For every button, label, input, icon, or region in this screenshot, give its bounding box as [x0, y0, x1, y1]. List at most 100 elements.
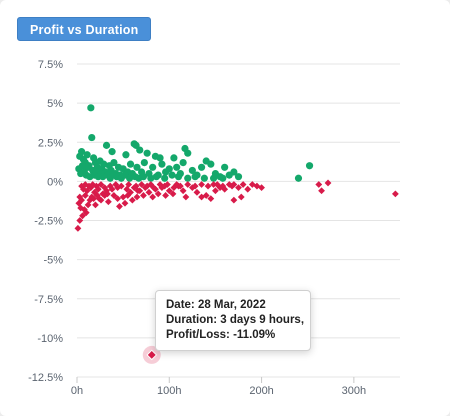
profit-point[interactable] — [188, 166, 196, 175]
loss-point[interactable] — [248, 181, 256, 188]
profit-point[interactable] — [294, 174, 303, 182]
profit-point[interactable] — [83, 151, 91, 159]
loss-point[interactable] — [97, 181, 105, 188]
loss-point[interactable] — [128, 196, 136, 204]
loss-point[interactable] — [90, 195, 98, 202]
loss-point[interactable] — [235, 184, 242, 192]
loss-point[interactable] — [198, 181, 205, 188]
loss-point[interactable] — [253, 182, 261, 190]
loss-point[interactable] — [244, 185, 252, 193]
profit-point[interactable] — [174, 173, 183, 181]
loss-point[interactable] — [133, 193, 141, 201]
profit-point[interactable] — [168, 171, 176, 179]
loss-point[interactable] — [212, 187, 219, 195]
loss-point[interactable] — [104, 198, 112, 206]
loss-point[interactable] — [228, 182, 236, 190]
profit-point[interactable] — [221, 163, 229, 171]
profit-point[interactable] — [140, 158, 148, 167]
profit-point[interactable] — [102, 141, 111, 149]
loss-point[interactable] — [94, 185, 102, 193]
profit-point[interactable] — [191, 173, 199, 181]
profit-point[interactable] — [209, 174, 218, 182]
profit-point[interactable] — [158, 160, 166, 168]
loss-point[interactable] — [204, 182, 212, 190]
loss-point[interactable] — [74, 224, 82, 232]
profit-point[interactable] — [184, 149, 192, 157]
loss-point[interactable] — [134, 187, 142, 195]
loss-point[interactable] — [145, 188, 153, 196]
loss-point[interactable] — [84, 201, 92, 209]
profit-point[interactable] — [173, 163, 181, 171]
loss-point[interactable] — [104, 190, 111, 198]
loss-point[interactable] — [79, 212, 86, 220]
profit-point[interactable] — [78, 162, 87, 170]
loss-point[interactable] — [164, 181, 171, 188]
loss-point[interactable] — [75, 199, 83, 207]
loss-point[interactable] — [318, 187, 325, 195]
profit-point[interactable] — [234, 173, 243, 181]
loss-point[interactable] — [89, 181, 97, 188]
loss-point[interactable] — [225, 181, 233, 188]
loss-point[interactable] — [87, 184, 95, 192]
loss-point[interactable] — [101, 192, 109, 199]
loss-point[interactable] — [78, 196, 86, 204]
loss-point[interactable] — [176, 182, 184, 190]
loss-point[interactable] — [121, 199, 129, 207]
loss-point[interactable] — [93, 192, 101, 199]
profit-point[interactable] — [219, 174, 227, 182]
profit-point[interactable] — [143, 149, 151, 157]
profit-point[interactable] — [207, 160, 215, 168]
loss-point[interactable] — [198, 193, 205, 201]
profit-point[interactable] — [165, 165, 173, 173]
profit-point[interactable] — [179, 158, 187, 167]
loss-point[interactable] — [88, 193, 96, 201]
loss-point[interactable] — [76, 217, 84, 224]
loss-point[interactable] — [77, 204, 85, 212]
loss-point[interactable] — [182, 193, 190, 201]
loss-point[interactable] — [239, 181, 247, 188]
loss-point[interactable] — [80, 185, 87, 193]
loss-point[interactable] — [230, 181, 238, 188]
loss-point[interactable] — [138, 181, 145, 188]
profit-point[interactable] — [149, 163, 157, 171]
loss-point[interactable] — [95, 195, 103, 202]
profit-point[interactable] — [147, 174, 155, 182]
profit-point[interactable] — [197, 163, 206, 171]
loss-point[interactable] — [165, 187, 173, 195]
loss-point[interactable] — [81, 192, 89, 199]
loss-point[interactable] — [219, 182, 227, 190]
loss-point[interactable] — [112, 181, 120, 188]
loss-point[interactable] — [154, 190, 162, 198]
loss-point[interactable] — [179, 187, 187, 195]
profit-point[interactable] — [110, 158, 118, 167]
profit-point[interactable] — [108, 148, 116, 156]
loss-point[interactable] — [140, 192, 147, 199]
loss-point[interactable] — [170, 184, 178, 192]
profit-point[interactable] — [126, 174, 134, 182]
profit-point[interactable] — [139, 173, 148, 181]
loss-point[interactable] — [162, 192, 169, 199]
profit-point[interactable] — [161, 174, 169, 182]
profit-point[interactable] — [87, 104, 95, 112]
loss-point[interactable] — [132, 182, 140, 190]
loss-point[interactable] — [191, 182, 199, 190]
profit-vs-duration-tab[interactable]: Profit vs Duration — [17, 17, 152, 41]
loss-point[interactable] — [391, 190, 399, 198]
loss-point[interactable] — [76, 193, 84, 201]
loss-point[interactable] — [169, 190, 177, 198]
loss-point[interactable] — [184, 181, 192, 188]
loss-point[interactable] — [210, 181, 217, 188]
loss-point[interactable] — [149, 193, 157, 201]
loss-point[interactable] — [110, 192, 118, 199]
loss-point[interactable] — [193, 188, 201, 196]
loss-point[interactable] — [92, 201, 99, 209]
loss-point[interactable] — [106, 182, 114, 190]
loss-point[interactable] — [117, 182, 125, 190]
loss-point[interactable] — [221, 185, 229, 193]
loss-point[interactable] — [213, 181, 221, 188]
loss-point[interactable] — [114, 195, 122, 202]
profit-point[interactable] — [170, 154, 178, 162]
profit-point[interactable] — [156, 154, 164, 162]
loss-point[interactable] — [108, 185, 116, 193]
loss-point[interactable] — [237, 193, 245, 201]
